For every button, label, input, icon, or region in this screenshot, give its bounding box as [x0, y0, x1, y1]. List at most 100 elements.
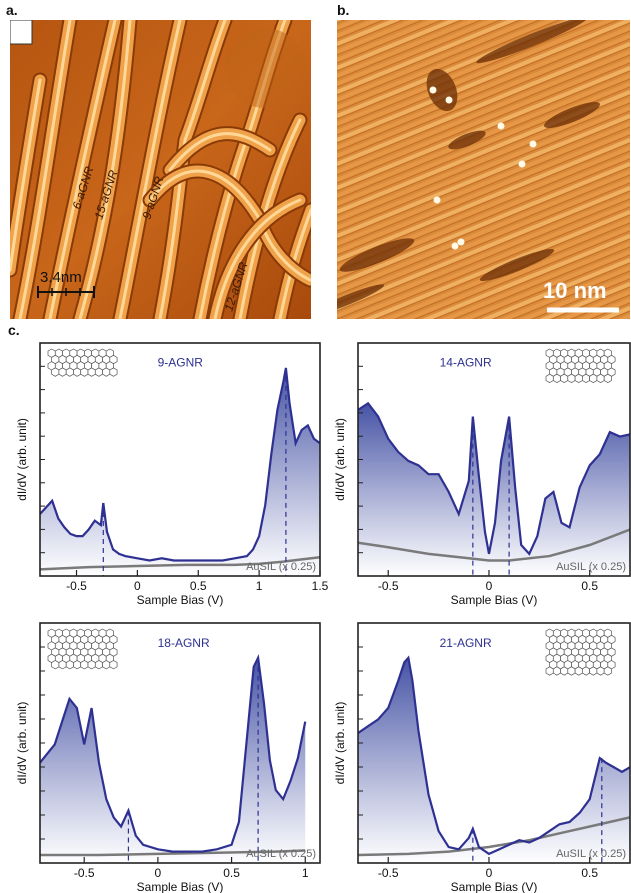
ribbon-structure-icon — [47, 628, 118, 670]
ribbon-b-gap — [433, 238, 630, 319]
panel-b-letter: b. — [337, 2, 350, 18]
ribbon-b — [337, 20, 577, 118]
ribbon-b — [337, 178, 630, 302]
ribbon-b — [337, 130, 630, 254]
x-tick-label: 0.5 — [223, 866, 240, 880]
x-tick-label: 0 — [155, 866, 162, 880]
sts-charts: -0.5 0 0.5 1 1.5 9-AGNR AuSIL (x 0.25) Sample B… — [15, 342, 631, 893]
x-tick-label: -0.5 — [378, 866, 399, 880]
adatom — [433, 196, 441, 204]
y-axis-label: dI/dV (arb. unit) — [15, 418, 29, 501]
ribbon-highlight — [148, 169, 311, 282]
ribbon-b — [337, 20, 460, 70]
ribbon-b-gap — [337, 102, 630, 224]
ribbon-b — [461, 250, 630, 319]
dos-curve — [40, 654, 307, 853]
x-tick-label: 0.5 — [581, 579, 598, 593]
ribbon-b — [337, 26, 630, 150]
ribbon-b-gap — [394, 222, 630, 319]
x-axis-label: Sample Bias (V) — [137, 880, 224, 893]
ribbon-b — [337, 20, 401, 46]
ribbon-highlight — [213, 198, 302, 319]
ausil-label: AuSIL (x 0.25) — [246, 561, 316, 573]
ribbon-b — [337, 66, 630, 190]
panel-c-letter: c. — [8, 322, 20, 338]
ribbon-b — [500, 266, 630, 319]
adatom — [529, 140, 537, 148]
ribbon-b — [337, 170, 630, 294]
x-tick-label: 1 — [256, 579, 263, 593]
y-axis-label: dI/dV (arb. unit) — [333, 702, 347, 785]
x-axis-label: Sample Bias (V) — [451, 880, 538, 893]
ribbon-b-gap — [337, 78, 630, 200]
y-axis-label: dI/dV (arb. unit) — [15, 702, 29, 785]
ribbon-b — [402, 226, 630, 319]
ribbon-b-gap — [337, 20, 502, 88]
ribbon-b — [337, 122, 630, 246]
ausil-line — [358, 528, 630, 562]
x-tick-label: 0 — [486, 579, 493, 593]
chart-title: 14-AGNR — [440, 355, 492, 369]
ribbon-b-gap — [355, 206, 630, 319]
ausil-label: AuSIL (x 0.25) — [246, 848, 316, 860]
dos-curve — [358, 401, 630, 556]
terrace — [225, 28, 305, 108]
ribbon-b — [519, 274, 630, 319]
ribbon-b — [337, 50, 630, 174]
ribbon-b — [337, 20, 597, 126]
sts-chart-18-agnr: -0.5 0 0.5 1 18-AGNR AuSIL (x 0.25) Sample Bia… — [15, 622, 321, 893]
ausil-label: AuSIL (x 0.25) — [556, 561, 626, 573]
x-tick-label: 1 — [302, 866, 309, 880]
ribbon-b-gap — [452, 246, 630, 319]
substrate-gap — [337, 284, 385, 316]
ribbon-b-gap — [337, 62, 630, 184]
ribbon-b-gap — [337, 20, 483, 80]
stm-image-b-graphic: 10 nm — [337, 20, 630, 319]
dos-area — [358, 657, 630, 863]
stm-image-b: 10 nm — [337, 20, 630, 319]
scale-bar-b: 10 nm — [543, 278, 619, 313]
ribbon-b — [337, 20, 558, 110]
ribbon-b — [337, 194, 630, 318]
substrate-gap — [544, 102, 600, 128]
ribbon-b — [337, 58, 630, 182]
ribbon-b — [337, 162, 630, 286]
stm-image-a-graphic: 6-aGNR 15-aGNR 9-aGNR 12-aGNR 3.4nm — [10, 20, 311, 319]
ribbon-b-gap — [337, 174, 630, 296]
ribbon-b — [363, 210, 630, 319]
ribbon-highlight — [168, 132, 272, 172]
ribbon-b — [337, 82, 630, 206]
ausil-line — [40, 849, 306, 857]
ribbon-b-gap — [491, 262, 630, 319]
adatom — [429, 86, 437, 94]
ribbon-b — [539, 282, 630, 319]
ribbon-b — [343, 202, 630, 319]
ribbon-b — [337, 20, 538, 102]
ribbon-b-gap — [337, 46, 630, 168]
scale-bar-a-label: 3.4nm — [40, 269, 82, 286]
ribbon-b-gap — [337, 20, 561, 112]
ausil-label: AuSIL (x 0.25) — [556, 848, 626, 860]
ribbon-b-gap — [337, 198, 630, 319]
ribbon-b-gap — [337, 126, 630, 248]
ribbon-b-gap — [337, 38, 630, 160]
adatom — [457, 238, 465, 246]
ribbon-b — [337, 20, 519, 94]
ribbon-structure-icon — [47, 348, 118, 377]
x-axis-label: Sample Bias (V) — [451, 593, 538, 607]
ribbon-b-gap — [337, 134, 630, 256]
y-axis-label: dI/dV (arb. unit) — [333, 418, 347, 501]
ribbon-b-gap — [337, 20, 405, 48]
chart-title: 21-AGNR — [440, 636, 492, 650]
ribbon-b-gap — [337, 22, 630, 144]
dos-area — [358, 403, 630, 576]
x-tick-label: 0 — [134, 579, 141, 593]
ribbon-b-gap — [531, 278, 630, 319]
ribbon-b-gap — [337, 20, 444, 64]
ribbon-b-gap — [337, 110, 630, 232]
adatom — [497, 122, 505, 130]
x-tick-label: -0.5 — [74, 866, 95, 880]
adatom — [518, 160, 526, 168]
scale-bar-b-label: 10 nm — [543, 278, 607, 303]
ribbon-b-gap — [472, 254, 630, 319]
